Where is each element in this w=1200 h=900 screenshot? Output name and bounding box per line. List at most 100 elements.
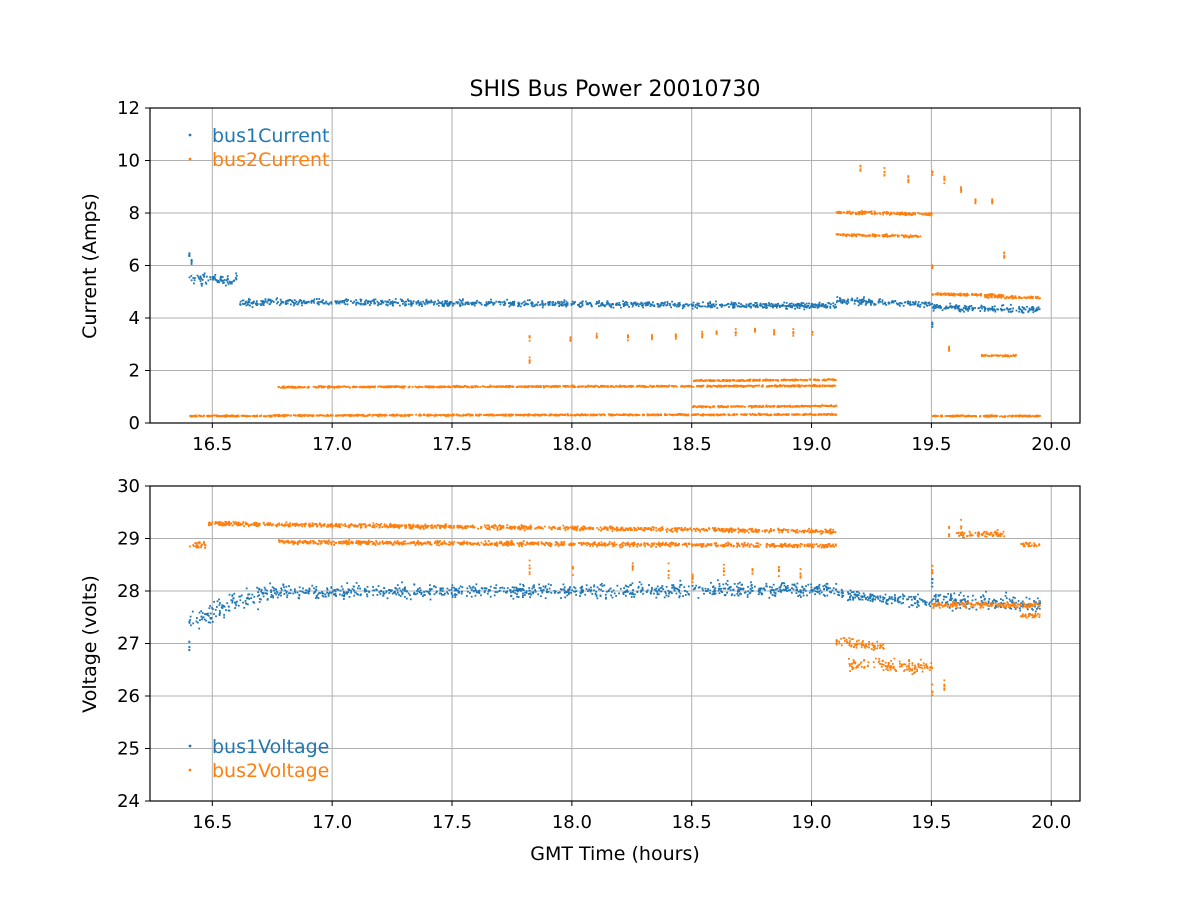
data-point: [286, 300, 289, 302]
data-point: [703, 405, 706, 408]
data-point: [484, 386, 487, 388]
data-point: [796, 306, 799, 309]
data-point: [1029, 295, 1032, 298]
data-point: [954, 293, 956, 296]
data-point: [792, 304, 795, 307]
data-point: [520, 302, 523, 305]
data-point: [713, 588, 716, 591]
data-point: [738, 405, 741, 408]
data-point: [337, 385, 340, 388]
data-point: [847, 301, 850, 304]
data-point: [528, 414, 531, 417]
data-point: [877, 300, 880, 303]
data-point: [613, 386, 616, 389]
data-point: [504, 302, 507, 305]
data-point: [1003, 256, 1006, 259]
data-point: [898, 212, 901, 215]
data-point: [541, 306, 544, 309]
data-point: [980, 304, 983, 307]
data-point: [792, 414, 795, 416]
data-point: [743, 386, 745, 388]
data-point: [729, 303, 732, 306]
data-point: [896, 212, 899, 214]
data-point: [269, 298, 272, 301]
data-point: [974, 202, 977, 205]
data-point: [1018, 306, 1020, 308]
data-point: [1010, 415, 1013, 418]
data-point: [229, 282, 232, 285]
data-point: [1018, 307, 1020, 310]
data-point: [846, 210, 849, 213]
data-point: [924, 213, 927, 216]
data-point: [817, 413, 820, 416]
data-point: [188, 276, 191, 279]
data-point: [1028, 308, 1031, 311]
data-point: [396, 385, 399, 388]
data-point: [273, 414, 275, 417]
data-point: [797, 302, 800, 305]
data-point: [570, 414, 573, 416]
data-point: [328, 414, 331, 417]
data-point: [749, 413, 751, 415]
data-point: [482, 385, 485, 388]
data-point: [757, 384, 760, 387]
data-point: [490, 385, 492, 388]
data-point: [943, 182, 946, 185]
data-point: [485, 413, 488, 416]
data-point: [363, 301, 366, 303]
data-point: [907, 180, 910, 183]
data-point: [819, 413, 822, 416]
legend-label-bus2-current: bus2Current: [212, 149, 329, 171]
data-point: [886, 211, 888, 213]
data-point: [268, 415, 271, 418]
data-point: [762, 303, 765, 305]
data-point: [860, 299, 862, 302]
data-point: [932, 306, 934, 309]
data-point: [470, 302, 472, 304]
data-point: [994, 295, 996, 298]
data-point: [943, 307, 946, 310]
data-point: [884, 234, 886, 236]
data-point: [358, 386, 361, 389]
data-point: [190, 260, 193, 263]
data-point: [878, 235, 881, 237]
data-point: [565, 304, 567, 306]
data-point: [562, 583, 565, 586]
data-point: [379, 414, 382, 416]
data-point: [588, 385, 591, 388]
data-point: [551, 304, 554, 307]
data-point: [770, 302, 773, 305]
data-point: [806, 379, 809, 382]
data-point: [702, 414, 704, 416]
data-point: [197, 276, 200, 279]
data-point: [960, 189, 963, 192]
data-point: [991, 306, 994, 308]
data-point: [490, 301, 493, 303]
data-point: [971, 293, 973, 296]
data-point: [861, 300, 864, 303]
data-point: [521, 386, 523, 388]
data-point: [608, 414, 611, 417]
data-point: [832, 378, 835, 380]
data-point: [1033, 415, 1035, 418]
data-point: [219, 277, 222, 279]
data-point: [476, 299, 478, 302]
data-point: [536, 304, 539, 307]
data-point: [404, 414, 406, 417]
data-point: [595, 413, 598, 416]
data-point: [446, 302, 448, 305]
data-point: [284, 387, 286, 389]
data-point: [931, 171, 934, 174]
data-point: [692, 301, 695, 304]
data-point: [873, 210, 876, 213]
current-panel: SHIS Bus Power 20010730 16.5 17.0 17.5 18.0…: [79, 77, 1081, 455]
data-point: [799, 304, 802, 307]
data-point: [718, 406, 720, 409]
data-point: [443, 304, 445, 307]
data-point: [931, 321, 934, 324]
data-point: [788, 304, 790, 306]
data-point: [220, 279, 223, 281]
data-point: [882, 235, 885, 237]
data-point: [748, 380, 750, 382]
data-point: [530, 304, 533, 307]
